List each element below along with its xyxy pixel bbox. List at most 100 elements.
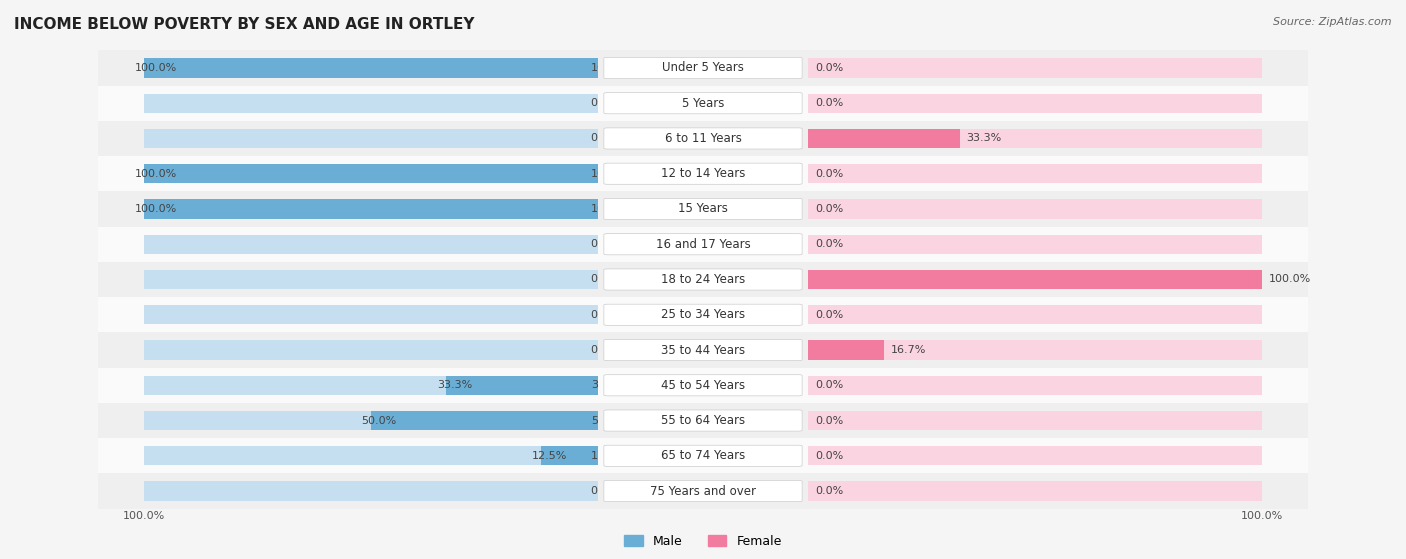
- Bar: [582, 262, 1406, 297]
- Bar: [0, 262, 824, 297]
- Bar: [0, 86, 1406, 121]
- Bar: [582, 403, 1406, 438]
- Bar: [0, 297, 1406, 333]
- Text: 25 to 34 Years: 25 to 34 Years: [661, 308, 745, 321]
- Bar: [143, 93, 598, 113]
- Bar: [371, 411, 598, 430]
- Bar: [808, 164, 1263, 183]
- Bar: [808, 305, 1263, 324]
- Text: Under 5 Years: Under 5 Years: [662, 61, 744, 74]
- Bar: [808, 270, 1263, 289]
- Bar: [143, 340, 598, 360]
- Text: 0.0%: 0.0%: [815, 486, 844, 496]
- Bar: [808, 235, 1263, 254]
- Bar: [582, 50, 1406, 86]
- Bar: [143, 58, 598, 78]
- Bar: [0, 226, 824, 262]
- Bar: [582, 438, 1406, 473]
- FancyBboxPatch shape: [605, 163, 801, 184]
- Bar: [582, 86, 1406, 121]
- Bar: [143, 58, 598, 78]
- Text: 0.0%: 0.0%: [815, 169, 844, 179]
- Bar: [0, 50, 824, 86]
- Bar: [0, 121, 1406, 156]
- Text: 33.3%: 33.3%: [437, 380, 472, 390]
- Bar: [582, 333, 1406, 368]
- Text: 6 to 11 Years: 6 to 11 Years: [665, 132, 741, 145]
- Bar: [0, 297, 824, 333]
- Text: 50.0%: 50.0%: [591, 415, 626, 425]
- Bar: [0, 473, 1406, 509]
- Bar: [0, 403, 824, 438]
- FancyBboxPatch shape: [605, 375, 801, 396]
- Bar: [0, 50, 1406, 86]
- Bar: [582, 226, 1406, 262]
- Bar: [492, 297, 914, 333]
- Text: 0.0%: 0.0%: [815, 63, 844, 73]
- Text: 12.5%: 12.5%: [531, 451, 567, 461]
- Text: 0.0%: 0.0%: [591, 274, 619, 285]
- Bar: [0, 262, 1406, 297]
- Bar: [808, 58, 1263, 78]
- Text: 65 to 74 Years: 65 to 74 Years: [661, 449, 745, 462]
- FancyBboxPatch shape: [605, 481, 801, 501]
- Bar: [0, 333, 824, 368]
- Text: 100.0%: 100.0%: [135, 204, 177, 214]
- Bar: [0, 368, 1406, 403]
- Bar: [0, 403, 1406, 438]
- Bar: [143, 305, 598, 324]
- Bar: [808, 270, 1263, 289]
- Bar: [492, 262, 914, 297]
- Bar: [0, 333, 1406, 368]
- Text: 0.0%: 0.0%: [591, 310, 619, 320]
- Text: 100.0%: 100.0%: [135, 63, 177, 73]
- Text: 33.3%: 33.3%: [591, 380, 626, 390]
- Bar: [582, 191, 1406, 226]
- Bar: [492, 121, 914, 156]
- FancyBboxPatch shape: [605, 410, 801, 431]
- Bar: [541, 446, 598, 466]
- Bar: [0, 156, 1406, 191]
- Bar: [582, 473, 1406, 509]
- Bar: [0, 86, 1406, 121]
- Bar: [0, 191, 824, 226]
- Bar: [0, 121, 824, 156]
- Bar: [0, 333, 1406, 368]
- Bar: [0, 191, 1406, 226]
- Bar: [0, 50, 1406, 86]
- Bar: [582, 156, 1406, 191]
- Text: 55 to 64 Years: 55 to 64 Years: [661, 414, 745, 427]
- FancyBboxPatch shape: [605, 445, 801, 466]
- Bar: [808, 340, 884, 360]
- Bar: [143, 481, 598, 501]
- Bar: [0, 297, 1406, 333]
- Text: 0.0%: 0.0%: [815, 239, 844, 249]
- Bar: [492, 368, 914, 403]
- Text: 35 to 44 Years: 35 to 44 Years: [661, 344, 745, 357]
- Bar: [808, 200, 1263, 219]
- Legend: Male, Female: Male, Female: [619, 530, 787, 553]
- Text: 0.0%: 0.0%: [591, 239, 619, 249]
- Text: 100.0%: 100.0%: [591, 63, 633, 73]
- Text: INCOME BELOW POVERTY BY SEX AND AGE IN ORTLEY: INCOME BELOW POVERTY BY SEX AND AGE IN O…: [14, 17, 475, 32]
- Bar: [492, 473, 914, 509]
- Bar: [0, 226, 1406, 262]
- Text: 18 to 24 Years: 18 to 24 Years: [661, 273, 745, 286]
- Text: 0.0%: 0.0%: [815, 204, 844, 214]
- FancyBboxPatch shape: [605, 58, 801, 78]
- Bar: [0, 50, 1406, 86]
- FancyBboxPatch shape: [605, 234, 801, 255]
- Bar: [143, 200, 598, 219]
- Bar: [0, 368, 824, 403]
- Bar: [0, 368, 1406, 403]
- Bar: [447, 376, 598, 395]
- Text: 0.0%: 0.0%: [815, 310, 844, 320]
- Bar: [0, 403, 1406, 438]
- FancyBboxPatch shape: [605, 339, 801, 361]
- Text: 100.0%: 100.0%: [1270, 274, 1312, 285]
- Bar: [0, 156, 824, 191]
- Bar: [492, 333, 914, 368]
- Text: 0.0%: 0.0%: [815, 98, 844, 108]
- Bar: [143, 200, 598, 219]
- Text: 33.3%: 33.3%: [966, 134, 1001, 144]
